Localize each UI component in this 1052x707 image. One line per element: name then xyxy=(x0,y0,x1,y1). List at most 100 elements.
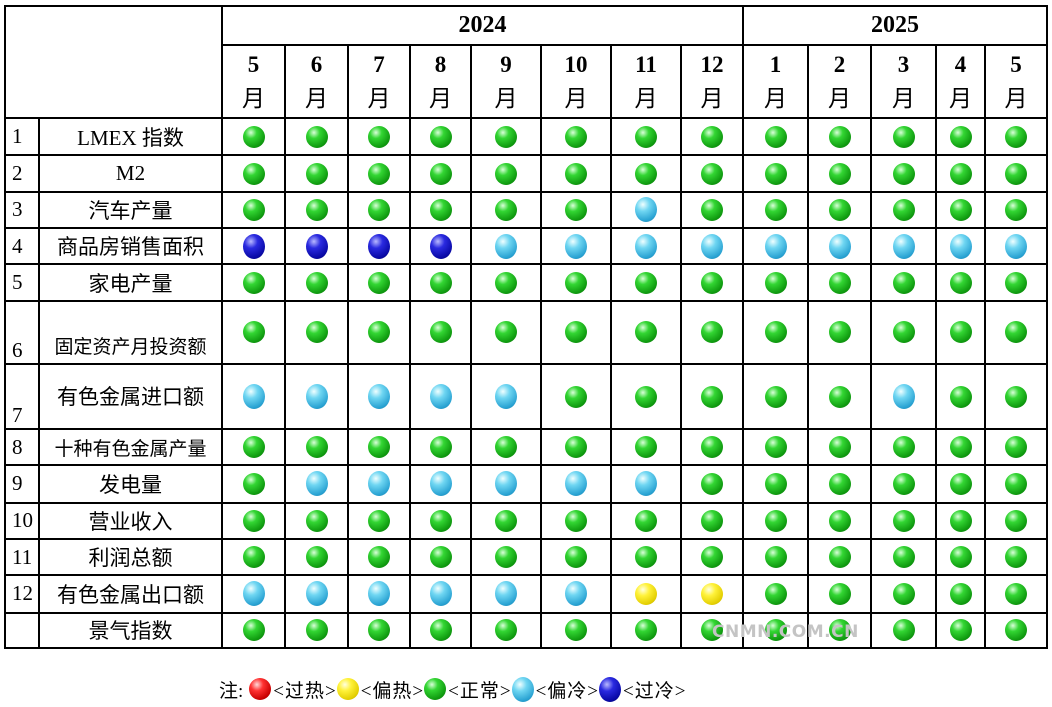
status-cell xyxy=(870,117,937,157)
table-row: 1 LMEX 指数 xyxy=(4,117,1048,157)
status-cell xyxy=(610,464,682,504)
status-cell xyxy=(680,363,744,430)
status-cell xyxy=(347,537,411,577)
status-dot-normal xyxy=(892,198,915,221)
status-cell xyxy=(409,190,472,230)
status-cell xyxy=(470,537,542,577)
status-dot-normal xyxy=(635,271,657,294)
status-cell xyxy=(807,464,872,504)
status-dot-normal xyxy=(949,162,972,185)
status-dot-normal xyxy=(635,125,657,148)
status-dot-normal xyxy=(495,198,517,221)
status-dot-normal xyxy=(764,472,787,495)
status-cell xyxy=(221,363,286,430)
status-cell xyxy=(540,363,612,430)
status-dot-hot xyxy=(701,582,723,605)
status-dot-cold xyxy=(305,384,328,410)
month-number: 1 xyxy=(769,51,782,77)
status-cell xyxy=(540,227,612,266)
status-cell xyxy=(284,117,349,157)
status-dot-normal xyxy=(305,321,328,344)
status-dot-normal xyxy=(949,321,972,344)
status-dot-normal xyxy=(949,125,972,148)
status-cell xyxy=(221,611,286,650)
status-dot-normal xyxy=(429,509,452,532)
table-row: 景气指数 xyxy=(4,611,1048,650)
status-cell xyxy=(870,611,937,650)
status-cell xyxy=(742,574,809,614)
status-dot-normal xyxy=(828,271,851,294)
status-cell xyxy=(984,227,1048,266)
month-unit: 月 xyxy=(892,85,915,111)
row-number: 4 xyxy=(4,227,40,266)
table-row: 9 发电量 xyxy=(4,464,1048,504)
status-dot-normal xyxy=(764,619,787,642)
legend-dot-cold xyxy=(511,676,534,702)
status-cell xyxy=(807,611,872,650)
month-number: 5 xyxy=(247,51,260,77)
month-number: 7 xyxy=(373,51,385,77)
status-dot-normal xyxy=(305,198,328,221)
status-cell xyxy=(470,190,542,230)
status-dot-normal xyxy=(764,436,787,459)
month-number: 5 xyxy=(1010,51,1022,77)
status-dot-cold xyxy=(764,233,787,259)
status-dot-normal xyxy=(828,582,851,605)
status-cell xyxy=(221,501,286,540)
status-dot-normal xyxy=(368,546,390,569)
status-dot-normal xyxy=(242,546,265,569)
legend-item-over-cold: <过冷> xyxy=(599,676,686,703)
status-cell xyxy=(540,501,612,540)
status-cell xyxy=(807,190,872,230)
status-dot-normal xyxy=(429,125,452,148)
month-number: 8 xyxy=(434,51,447,77)
row-number: 7 xyxy=(4,363,40,430)
indicator-name: 商品房销售面积 xyxy=(38,227,223,266)
status-cell xyxy=(347,154,411,193)
status-dot-cold xyxy=(495,233,517,259)
legend-dot-normal xyxy=(424,678,447,700)
status-dot-normal xyxy=(828,509,851,532)
status-dot-hot xyxy=(635,582,657,605)
status-cell xyxy=(284,611,349,650)
status-cell xyxy=(347,190,411,230)
status-cell xyxy=(610,611,682,650)
month-unit: 月 xyxy=(949,85,972,111)
status-cell xyxy=(680,154,744,193)
status-cell xyxy=(540,299,612,366)
status-cell xyxy=(807,363,872,430)
status-dot-normal xyxy=(635,546,657,569)
indicator-name: 景气指数 xyxy=(38,611,223,650)
status-cell xyxy=(610,427,682,467)
status-dot-cold xyxy=(565,471,587,497)
status-dot-normal xyxy=(565,619,587,642)
status-dot-cold xyxy=(495,471,517,497)
status-dot-normal xyxy=(701,271,723,294)
status-dot-normal xyxy=(949,509,972,532)
legend-dot-over-hot xyxy=(249,678,272,700)
status-cell xyxy=(807,154,872,193)
indicator-table: 2024 2025 5 月 6 月 7 月 8 月 9 月 10 月 11 月 12 月 1 月 2 月 3 月 4 月 5 月 1… xyxy=(4,4,1048,650)
status-dot-normal xyxy=(1005,321,1027,344)
status-dot-normal xyxy=(828,125,851,148)
row-number: 6 xyxy=(4,299,40,366)
status-cell xyxy=(984,363,1048,430)
status-dot-normal xyxy=(635,162,657,185)
month-unit: 月 xyxy=(494,85,518,111)
status-dot-normal xyxy=(701,321,723,344)
status-dot-normal xyxy=(495,619,517,642)
month-unit: 月 xyxy=(242,85,265,111)
status-dot-normal xyxy=(1005,472,1027,495)
month-unit: 月 xyxy=(764,85,787,111)
legend-label: <过冷> xyxy=(623,680,687,702)
status-dot-normal xyxy=(565,321,587,344)
row-number: 1 xyxy=(4,117,40,157)
indicator-name: 家电产量 xyxy=(38,263,223,302)
status-cell xyxy=(284,427,349,467)
status-dot-normal xyxy=(242,198,265,221)
status-dot-cold xyxy=(495,581,517,607)
status-dot-cold xyxy=(429,471,452,497)
status-dot-normal xyxy=(764,546,787,569)
